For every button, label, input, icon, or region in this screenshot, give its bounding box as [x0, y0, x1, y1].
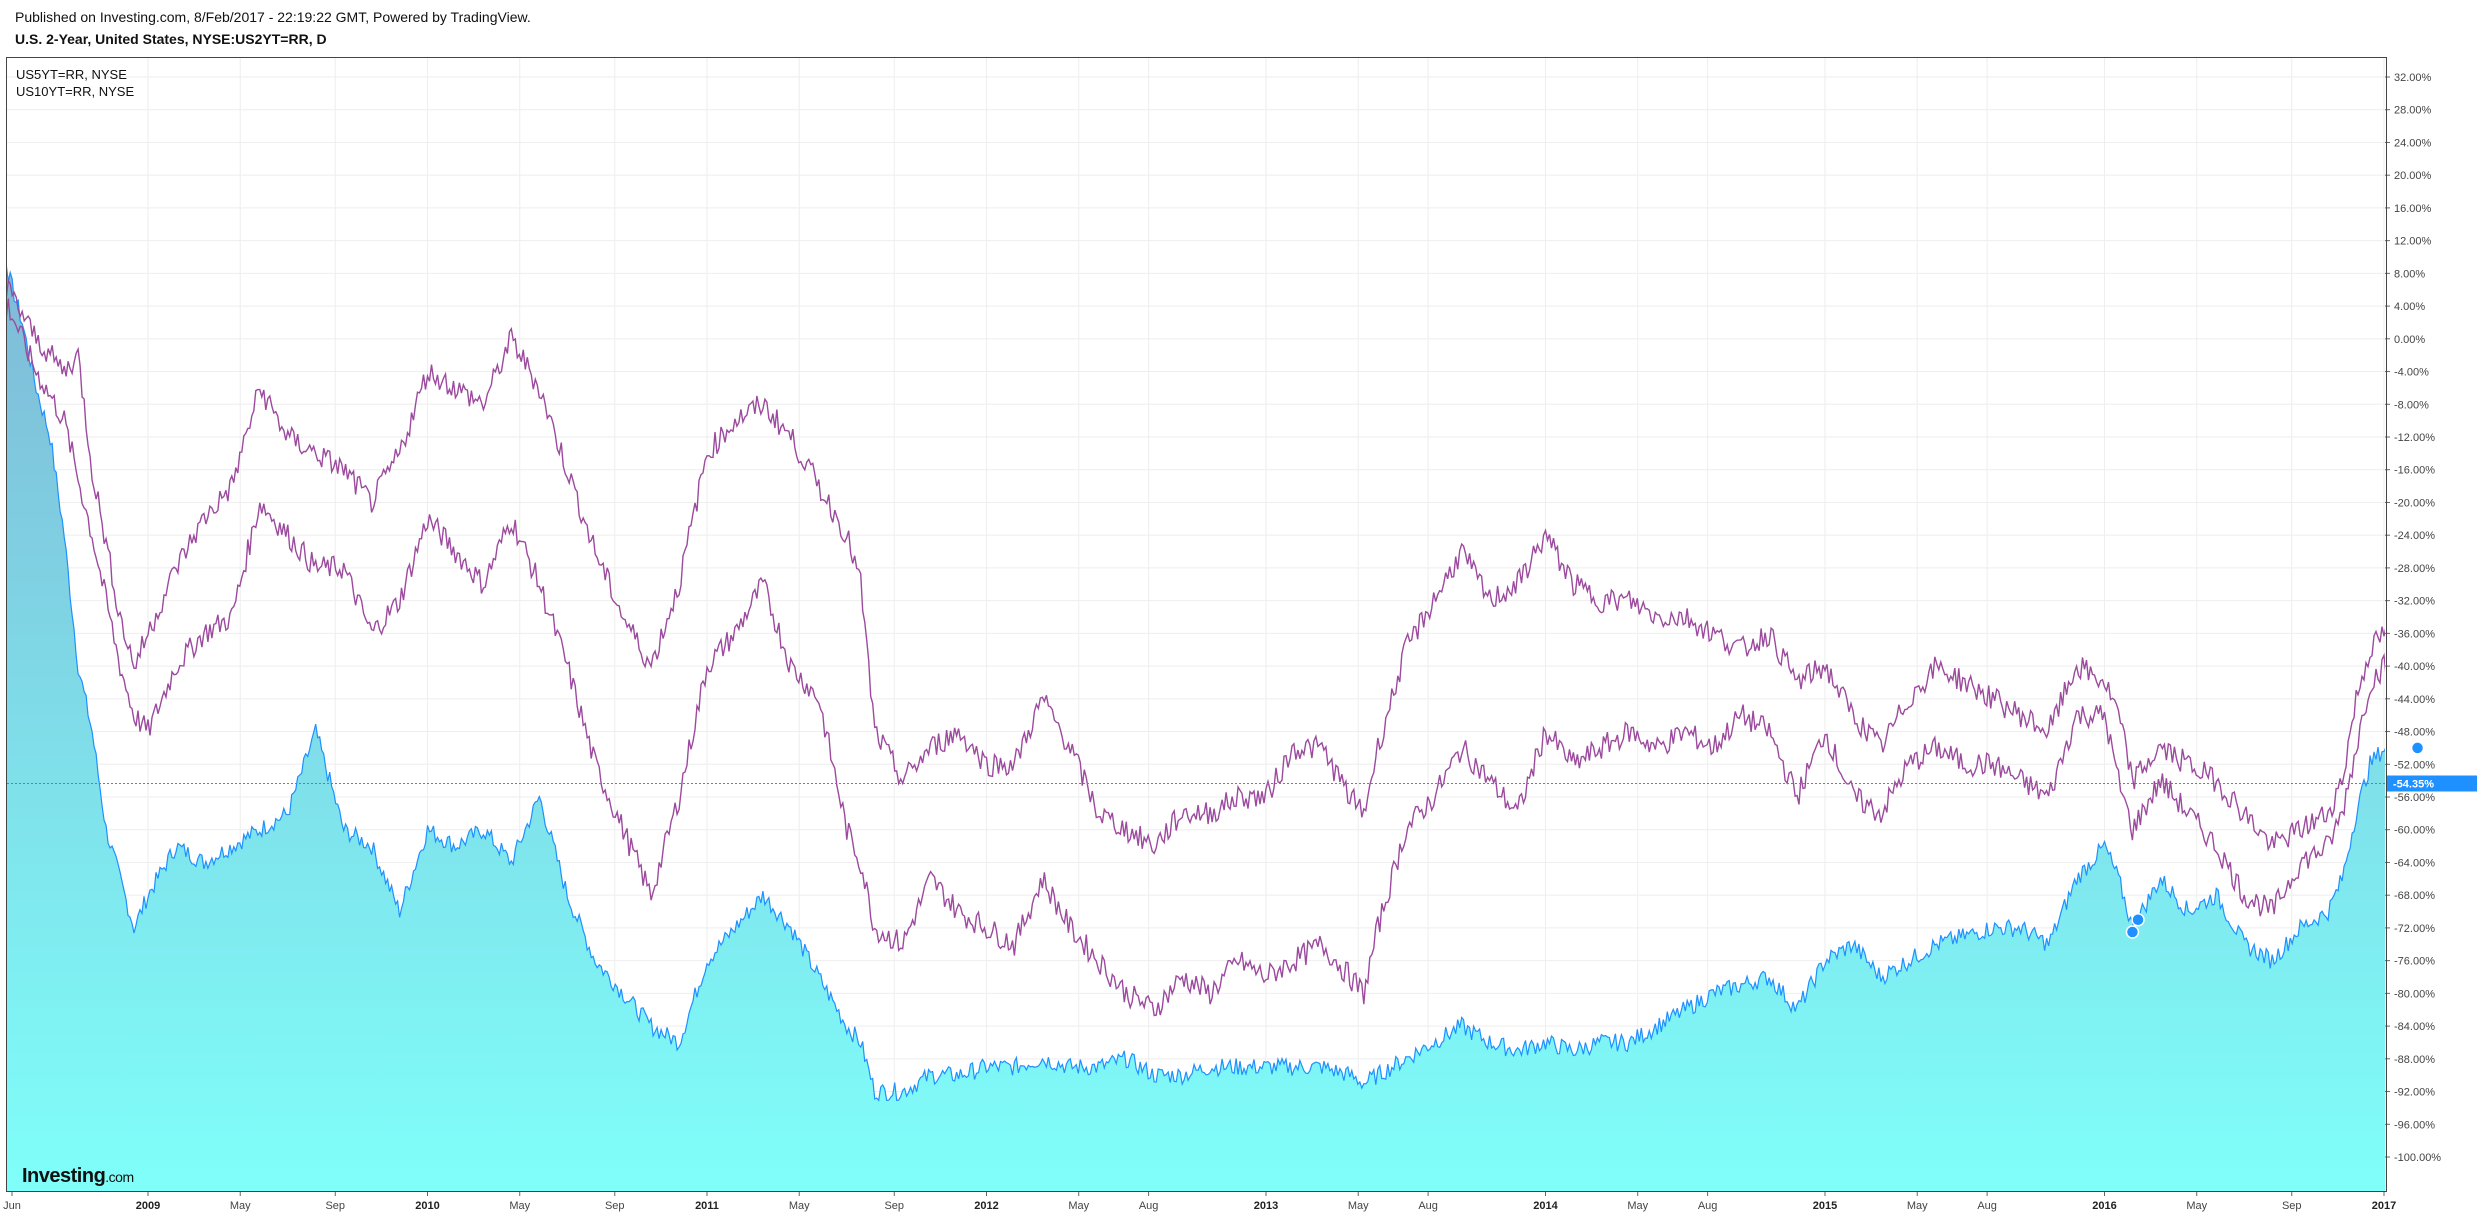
x-tick-label: Sep [325, 1200, 345, 1212]
x-tick-label: May [509, 1200, 530, 1212]
x-tick-label: May [2186, 1200, 2207, 1212]
y-tick-label: -80.00% [2394, 988, 2435, 1000]
x-tick-label: Aug [1418, 1200, 1438, 1212]
x-tick-label: Aug [1698, 1200, 1718, 1212]
x-tick-label: Aug [1139, 1200, 1159, 1212]
y-tick-label: -76.00% [2394, 956, 2435, 968]
y-tick-label: -32.00% [2394, 596, 2435, 608]
x-tick-label: May [1348, 1200, 1369, 1212]
published-info: Published on Investing.com, 8/Feb/2017 -… [15, 9, 531, 25]
y-tick-label: 20.00% [2394, 170, 2432, 182]
y-tick-label: -64.00% [2394, 857, 2435, 869]
axes: 32.00% 28.00% 24.00% 20.00% 16.00% 12.00% 8.00… [3, 72, 2477, 1212]
x-tick-label: 2016 [2092, 1200, 2116, 1212]
y-tick-label: -16.00% [2394, 465, 2435, 477]
y-tick-label: -52.00% [2394, 759, 2435, 771]
line-us5yt [7, 298, 2385, 1017]
x-tick-label: May [1627, 1200, 1648, 1212]
y-tick-label: -96.00% [2394, 1119, 2435, 1131]
x-tick-label: Sep [2282, 1200, 2302, 1212]
y-tick-label: -72.00% [2394, 923, 2435, 935]
y-tick-label: 12.00% [2394, 236, 2432, 248]
area-fill-us2yt [7, 270, 2385, 1191]
y-tick-label: -68.00% [2394, 890, 2435, 902]
logo-name: Investing [22, 1165, 106, 1187]
x-tick-label: 2015 [1813, 1200, 1837, 1212]
y-tick-label: -40.00% [2394, 661, 2435, 673]
x-tick-label: 2017 [2372, 1200, 2396, 1212]
last-value-badge [2387, 775, 2477, 792]
last-value-label: -54.35% [2393, 779, 2434, 791]
x-tick-label: 2013 [1254, 1200, 1278, 1212]
x-tick-label: 2011 [695, 1200, 719, 1212]
y-tick-label: -8.00% [2394, 399, 2429, 411]
y-tick-label: 4.00% [2394, 301, 2425, 313]
event-marker-icon[interactable] [2125, 925, 2140, 939]
y-tick-label: 0.00% [2394, 334, 2425, 346]
y-tick-label: -84.00% [2394, 1021, 2435, 1033]
event-marker-icon[interactable] [2410, 741, 2425, 755]
x-tick-label: Jun [3, 1200, 21, 1212]
line-us10yt [7, 278, 2385, 855]
legend-item-us10yt[interactable]: US10YT=RR, NYSE [16, 84, 135, 99]
legend-item-us5yt[interactable]: US5YT=RR, NYSE [16, 67, 127, 82]
logo-suffix: .com [105, 1169, 134, 1185]
event-marker-icon[interactable] [2131, 912, 2145, 927]
legend: US5YT=RR, NYSE US10YT=RR, NYSE [16, 66, 134, 100]
y-tick-label: -100.00% [2394, 1152, 2441, 1164]
y-tick-label: -56.00% [2394, 792, 2435, 804]
y-tick-label: -88.00% [2394, 1054, 2435, 1066]
x-tick-label: 2010 [415, 1200, 439, 1212]
y-tick-label: -48.00% [2394, 727, 2435, 739]
y-tick-label: -60.00% [2394, 825, 2435, 837]
y-tick-label: 28.00% [2394, 105, 2432, 117]
y-tick-label: -28.00% [2394, 563, 2435, 575]
x-tick-label: Sep [884, 1200, 904, 1212]
y-tick-label: 16.00% [2394, 203, 2432, 215]
y-tick-label: -20.00% [2394, 497, 2435, 509]
x-tick-label: May [1907, 1200, 1928, 1212]
y-tick-label: -12.00% [2394, 432, 2435, 444]
y-tick-label: -44.00% [2394, 694, 2435, 706]
x-tick-label: 2009 [136, 1200, 160, 1212]
series-us2yt [7, 265, 2385, 1191]
x-tick-label: Sep [605, 1200, 625, 1212]
y-tick-label: 8.00% [2394, 268, 2425, 280]
series-us10yt [7, 278, 2385, 855]
investing-logo: Investing.com [22, 1165, 134, 1188]
y-tick-label: -36.00% [2394, 628, 2435, 640]
x-tick-label: 2012 [974, 1200, 998, 1212]
x-tick-label: May [789, 1200, 810, 1212]
x-tick-label: May [1068, 1200, 1089, 1212]
chart-frame [6, 57, 2387, 1192]
y-tick-label: 24.00% [2394, 137, 2432, 149]
chart-title: U.S. 2-Year, United States, NYSE:US2YT=R… [15, 31, 327, 47]
x-tick-label: Aug [1977, 1200, 1997, 1212]
y-tick-label: -92.00% [2394, 1087, 2435, 1099]
line-us2yt [7, 265, 2385, 1102]
y-tick-label: 32.00% [2394, 72, 2432, 84]
x-tick-label: May [230, 1200, 251, 1212]
y-tick-label: -24.00% [2394, 530, 2435, 542]
series-us5yt [7, 298, 2385, 1017]
y-tick-label: -4.00% [2394, 367, 2429, 379]
x-tick-label: 2014 [1533, 1200, 1558, 1212]
